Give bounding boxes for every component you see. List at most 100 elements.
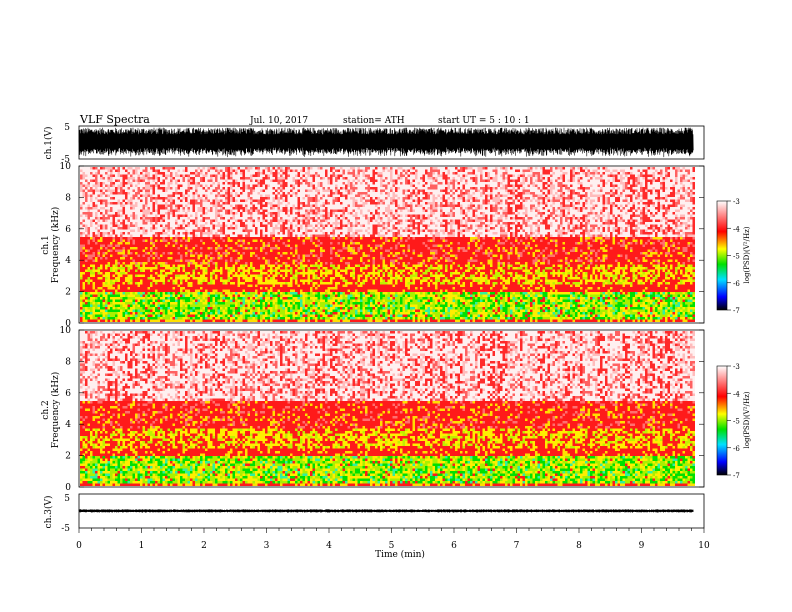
spectrogram-cell	[155, 289, 158, 292]
spectrogram-cell	[200, 174, 203, 177]
spectrogram-cell	[175, 177, 178, 180]
spectrogram-cell	[82, 262, 85, 265]
spectrogram-cell	[230, 219, 233, 222]
spectrogram-cell	[130, 222, 133, 225]
spectrogram-cell	[277, 289, 280, 292]
spectrogram-cell	[82, 247, 85, 250]
spectrogram-cell	[167, 319, 170, 322]
spectrogram-cell	[80, 272, 83, 275]
ch1-freq-axis-label: Frequency (kHz)	[50, 207, 61, 284]
spectrogram-cell	[267, 304, 270, 307]
spectrogram-cell	[225, 274, 228, 277]
spectrogram-cell	[147, 312, 150, 315]
spectrogram-cell	[130, 177, 133, 180]
spectrogram-cell	[272, 262, 275, 265]
spectrogram-cell	[125, 222, 128, 225]
spectrogram-cell	[265, 222, 268, 225]
spectrogram-cell	[147, 227, 150, 230]
spectrogram-cell	[105, 172, 108, 175]
spectrogram-cell	[220, 192, 223, 195]
spectrogram-cell	[265, 202, 268, 205]
spectrogram-cell	[167, 227, 170, 230]
spectrogram-cell	[105, 204, 108, 207]
spectrogram-cell	[260, 242, 263, 245]
spectrogram-cell	[130, 179, 133, 182]
spectrogram-cell	[255, 242, 258, 245]
spectrogram-cell	[150, 267, 153, 270]
spectrogram-cell	[110, 182, 113, 185]
spectrogram-cell	[85, 269, 88, 272]
spectrogram-cell	[132, 242, 135, 245]
spectrogram-cell	[275, 212, 278, 215]
spectrogram-cell	[235, 239, 238, 242]
spectrogram-cell	[145, 287, 148, 290]
spectrogram-cell	[130, 169, 133, 172]
spectrogram-cell	[210, 182, 213, 185]
spectrogram-cell	[82, 212, 85, 215]
spectrogram-cell	[207, 227, 210, 230]
spectrogram-cell	[162, 312, 165, 315]
spectrogram-cell	[117, 207, 120, 210]
spectrogram-cell	[87, 202, 90, 205]
spectrogram-cell	[242, 252, 245, 255]
spectrogram-cell	[250, 262, 253, 265]
spectrogram-cell	[120, 207, 123, 210]
spectrogram-cell	[150, 277, 153, 280]
spectrogram-cell	[187, 292, 190, 295]
spectrogram-cell	[122, 187, 125, 190]
spectrogram-cell	[187, 187, 190, 190]
spectrogram-cell	[162, 262, 165, 265]
spectrogram-cell	[115, 259, 118, 262]
spectrogram-cell	[107, 314, 110, 317]
spectrogram-cell	[105, 244, 108, 247]
spectrogram-cell	[175, 224, 178, 227]
spectrogram-cell	[242, 279, 245, 282]
spectrogram-cell	[100, 269, 103, 272]
spectrogram-cell	[267, 317, 270, 320]
spectrogram-cell	[250, 239, 253, 242]
spectrogram-cell	[97, 209, 100, 212]
spectrogram-cell	[195, 302, 198, 305]
spectrogram-cell	[92, 249, 95, 252]
spectrogram-cell	[155, 284, 158, 287]
spectrogram-cell	[145, 282, 148, 285]
spectrogram-cell	[110, 279, 113, 282]
spectrogram-cell	[122, 214, 125, 217]
spectrogram-cell	[132, 189, 135, 192]
spectrogram-cell	[280, 169, 283, 172]
spectrogram-cell	[227, 209, 230, 212]
spectrogram-cell	[170, 182, 173, 185]
spectrogram-cell	[247, 284, 250, 287]
spectrogram-cell	[257, 237, 260, 240]
spectrogram-cell	[117, 209, 120, 212]
spectrogram-cell	[250, 227, 253, 230]
spectrogram-cell	[152, 257, 155, 260]
spectrogram-cell	[150, 177, 153, 180]
spectrogram-cell	[215, 304, 218, 307]
spectrogram-cell	[157, 254, 160, 257]
spectrogram-cell	[207, 319, 210, 322]
spectrogram-cell	[217, 227, 220, 230]
spectrogram-cell	[200, 309, 203, 312]
spectrogram-cell	[125, 274, 128, 277]
spectrogram-cell	[140, 194, 143, 197]
spectrogram-cell	[90, 224, 93, 227]
spectrogram-cell	[155, 179, 158, 182]
spectrogram-cell	[130, 299, 133, 302]
spectrogram-cell	[200, 302, 203, 305]
spectrogram-cell	[275, 299, 278, 302]
spectrogram-cell	[207, 302, 210, 305]
spectrogram-cell	[215, 229, 218, 232]
spectrogram-cell	[247, 304, 250, 307]
spectrogram-cell	[152, 277, 155, 280]
spectrogram-cell	[137, 194, 140, 197]
spectrogram-cell	[207, 222, 210, 225]
spectrogram-cell	[212, 172, 215, 175]
spectrogram-cell	[247, 217, 250, 220]
spectrogram-cell	[125, 277, 128, 280]
spectrogram-cell	[192, 172, 195, 175]
spectrogram-cell	[157, 297, 160, 300]
spectrogram-cell	[232, 174, 235, 177]
spectrogram-cell	[120, 189, 123, 192]
spectrogram-cell	[107, 294, 110, 297]
